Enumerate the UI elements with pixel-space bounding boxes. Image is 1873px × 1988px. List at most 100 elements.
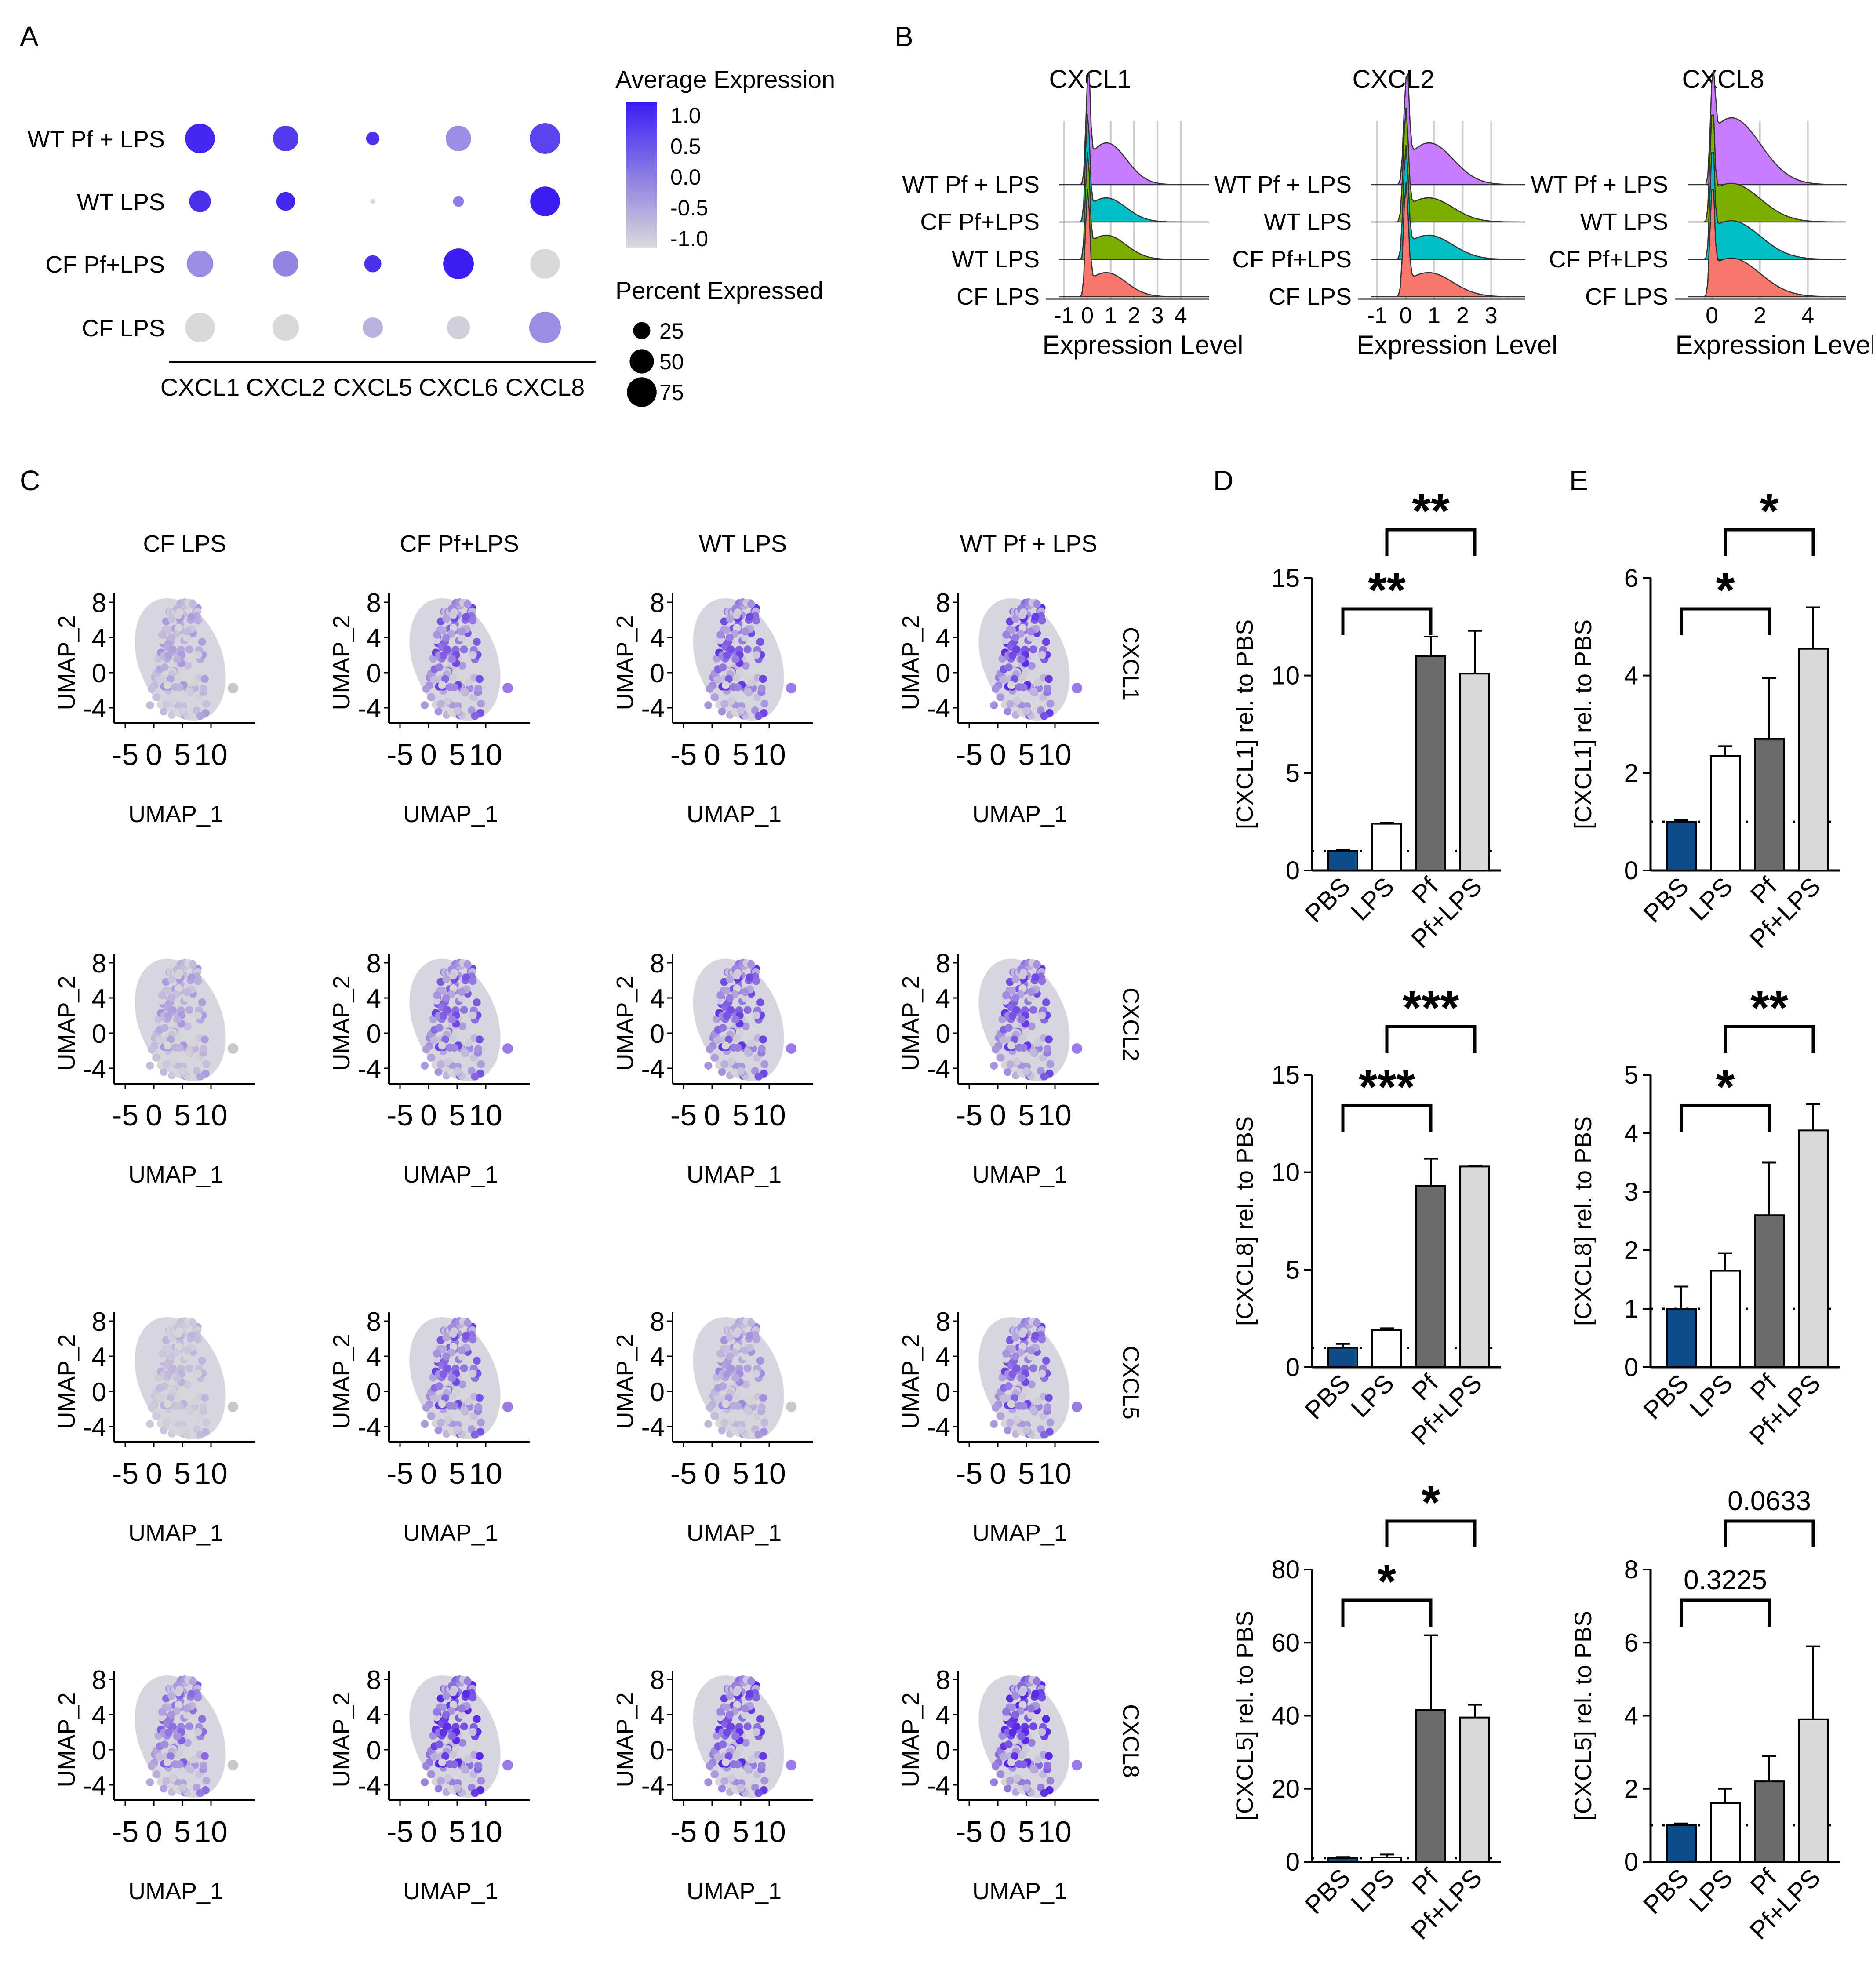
umap-cell (183, 1022, 192, 1030)
umap-x-tick-label: -5 (670, 1815, 697, 1849)
umap-y-tick-label: -4 (927, 1054, 950, 1084)
umap-cell (198, 998, 206, 1007)
umap-cell (1042, 1715, 1050, 1723)
dotplot-row-label: CF Pf+LPS (45, 251, 165, 278)
umap-cell (175, 1760, 184, 1769)
umap-cell (198, 1715, 206, 1723)
umap-cell (1033, 1677, 1041, 1686)
umap-y-tick-label: 4 (936, 1700, 950, 1730)
significance-bracket (1724, 1519, 1815, 1547)
umap-cell (443, 1364, 451, 1373)
umap-x-tick-label: 10 (1038, 1457, 1072, 1490)
panel-label-D: D (1213, 465, 1233, 496)
umap-cell (430, 1752, 439, 1761)
umap-cell (189, 1755, 198, 1764)
umap-cell (448, 1732, 456, 1740)
umap-cell (175, 1701, 183, 1709)
umap-cell (146, 1062, 154, 1070)
significance-bracket (1385, 528, 1477, 556)
umap-cell (726, 1352, 734, 1361)
panel-label-A: A (20, 21, 39, 52)
umap-y-tick-label: 4 (650, 1342, 665, 1372)
umap-y-tick-label: 4 (936, 984, 950, 1013)
umap-x-tick-label: -5 (387, 1457, 413, 1490)
umap-y-tick-label: -4 (641, 694, 665, 723)
bar-category-label: LPS (1684, 872, 1738, 926)
umap-cell (449, 1701, 458, 1709)
umap-cell (1033, 600, 1041, 608)
umap-cell (721, 1041, 730, 1050)
umap-cell (183, 1739, 192, 1747)
umap-y-axis-label: UMAP_2 (898, 1692, 924, 1787)
significance-bracket (1341, 607, 1433, 635)
umap-cell (477, 699, 485, 708)
significance-label: * (1422, 1475, 1440, 1529)
umap-x-axis-label: UMAP_1 (128, 1520, 223, 1546)
umap-cell (727, 1057, 735, 1066)
bar-y-tick-label: 5 (1286, 759, 1300, 787)
umap-y-tick-label: 4 (367, 984, 381, 1013)
umap-cell (720, 699, 729, 708)
umap-cell (194, 977, 202, 985)
bar-y-tick-label: 0 (1624, 1848, 1638, 1876)
umap-y-tick-label: -4 (927, 1413, 950, 1442)
ridgeline-series (1371, 182, 1525, 298)
umap-x-axis-label: UMAP_1 (403, 1520, 498, 1546)
color-legend-tick-label: 0.5 (670, 134, 701, 159)
umap-x-tick-label: 0 (145, 1457, 162, 1490)
umap-cell (421, 1420, 429, 1428)
umap-cell (716, 1708, 725, 1716)
umap-cell (147, 1045, 156, 1053)
umap-cell (453, 1425, 462, 1434)
umap-cell (991, 685, 1000, 693)
umap-cell (187, 1690, 196, 1698)
umap-cell (475, 1394, 484, 1402)
umap-cell (1004, 1740, 1013, 1749)
bar-y-tick-label: 0 (1624, 856, 1638, 885)
umap-cell (474, 1762, 482, 1770)
ridgeline-series (1059, 189, 1209, 298)
umap-x-axis-label: UMAP_1 (128, 1878, 223, 1904)
umap-cell (183, 662, 192, 670)
umap-cell (167, 1711, 176, 1719)
umap-row-label: CXCL1 (1118, 627, 1143, 701)
umap-x-tick-label: 0 (145, 738, 162, 772)
umap-cell (748, 1039, 756, 1047)
umap-y-tick-label: 4 (92, 1342, 106, 1372)
umap-cell (721, 681, 730, 689)
umap-y-tick-label: 0 (92, 659, 106, 688)
umap-cell (747, 961, 755, 969)
size-legend-dot (633, 322, 651, 339)
ridgeline-tick-label: -1 (1367, 303, 1387, 328)
bar-y-tick-label: 6 (1624, 1628, 1638, 1657)
umap-cell (1029, 645, 1037, 654)
umap-cell (732, 972, 741, 980)
ridgeline-series-label: WT LPS (952, 246, 1040, 273)
umap-cell (741, 1346, 749, 1354)
umap-cell (435, 663, 444, 672)
umap-cell (1002, 1349, 1011, 1358)
umap-cell (427, 1412, 436, 1420)
umap-y-axis-label: UMAP_2 (328, 1334, 355, 1429)
significance-label: * (1716, 563, 1735, 617)
umap-cell (711, 1412, 719, 1420)
umap-y-axis-label: UMAP_2 (898, 615, 924, 710)
ridgeline-tick-label: 3 (1485, 303, 1498, 328)
umap-cell (748, 678, 756, 687)
umap-cell (166, 1752, 175, 1760)
umap-cell (164, 626, 172, 634)
umap-cell (173, 1732, 182, 1740)
umap-x-tick-label: 10 (753, 1457, 786, 1490)
umap-y-tick-label: 4 (936, 623, 950, 653)
umap-y-tick-label: 8 (936, 588, 950, 618)
umap-cell (457, 1352, 466, 1361)
bar-y-tick-label: 10 (1271, 1158, 1300, 1187)
bar (1371, 1857, 1402, 1863)
umap-cell (183, 627, 191, 636)
bar (1798, 1718, 1829, 1863)
umap-cell (463, 1319, 472, 1327)
umap-cell (743, 1722, 752, 1731)
umap-cell (786, 1402, 796, 1412)
umap-cell (442, 1711, 451, 1719)
umap-cell (449, 1688, 457, 1697)
